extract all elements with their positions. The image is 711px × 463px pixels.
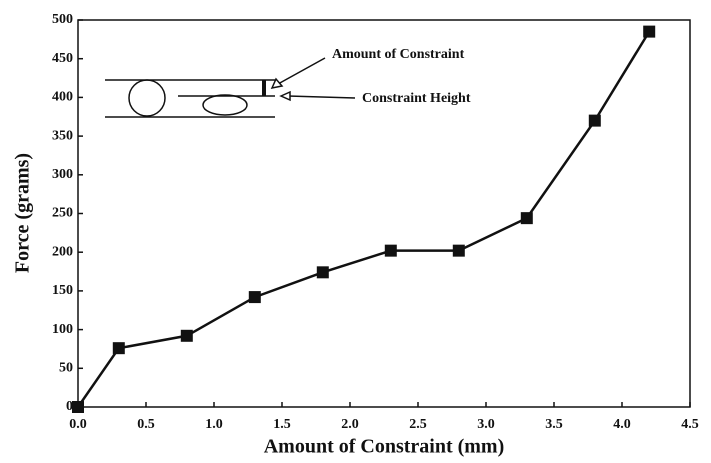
data-point <box>643 25 656 38</box>
x-tick-label: 2.0 <box>341 417 359 432</box>
x-tick-label: 3.5 <box>545 417 563 432</box>
data-point <box>112 342 125 355</box>
annotation: Amount of Constraint <box>332 47 465 62</box>
x-tick-label: 1.0 <box>205 417 223 432</box>
data-point <box>520 212 533 225</box>
annotation: Constraint Height <box>362 91 471 106</box>
x-tick-label: 0.5 <box>137 417 155 432</box>
y-tick-label: 0 <box>66 399 73 414</box>
inset-diagram <box>105 57 356 118</box>
arrow-head <box>279 90 291 102</box>
x-tick-label: 4.5 <box>681 417 699 432</box>
y-axis-label: Force (grams) <box>12 153 34 273</box>
data-point <box>452 244 465 257</box>
y-tick-label: 400 <box>52 90 73 105</box>
y-tick-label: 500 <box>52 12 73 27</box>
x-tick-label: 3.0 <box>477 417 495 432</box>
x-axis-label: Amount of Constraint (mm) <box>264 436 505 458</box>
plot-frame <box>77 19 691 408</box>
data-point <box>180 329 193 342</box>
y-tick-label: 200 <box>52 244 73 259</box>
x-tick-label: 1.5 <box>273 417 291 432</box>
y-tick-label: 450 <box>52 51 73 66</box>
data-point <box>248 291 261 304</box>
round-cell <box>128 79 166 117</box>
data-line <box>76 30 651 408</box>
y-tick-label: 100 <box>52 322 73 337</box>
data-point <box>588 114 601 127</box>
x-tick-label: 4.0 <box>613 417 631 432</box>
arrow <box>277 57 326 85</box>
y-tick-label: 300 <box>52 167 73 182</box>
y-tick-label: 250 <box>52 206 73 221</box>
compressed-cell <box>202 94 248 116</box>
data-point <box>384 244 397 257</box>
arrow <box>287 95 356 99</box>
y-tick-label: 350 <box>52 128 73 143</box>
x-tick-label: 2.5 <box>409 417 427 432</box>
y-tick-label: 150 <box>52 283 73 298</box>
data-point <box>72 401 84 413</box>
y-tick-label: 50 <box>59 361 73 376</box>
arrow-head <box>270 77 284 90</box>
data-point <box>316 266 329 279</box>
x-tick-label: 0.0 <box>69 417 87 432</box>
